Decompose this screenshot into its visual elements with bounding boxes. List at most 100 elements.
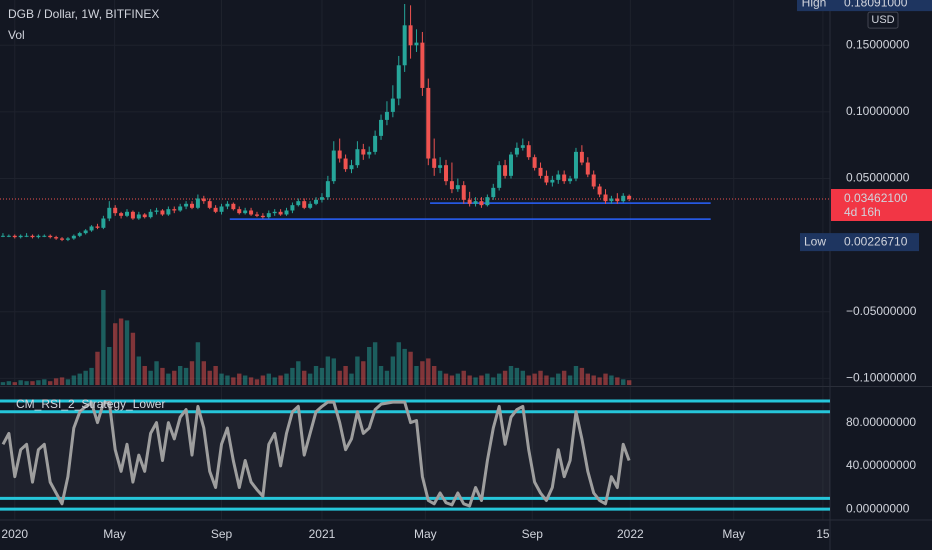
candle-body bbox=[467, 199, 472, 204]
candle-body bbox=[408, 25, 413, 46]
volume-bar bbox=[112, 323, 118, 385]
candle-body bbox=[65, 238, 70, 240]
candle-body bbox=[254, 214, 259, 216]
candle-body bbox=[349, 165, 354, 170]
volume-bar bbox=[361, 361, 366, 385]
volume-bar bbox=[83, 370, 88, 385]
volume-bar bbox=[502, 370, 508, 385]
candle-body bbox=[473, 201, 478, 204]
volume-bar bbox=[414, 366, 419, 385]
candle-body bbox=[314, 199, 319, 204]
low-label: Low bbox=[804, 234, 826, 248]
volume-bar bbox=[372, 342, 378, 385]
candle-body bbox=[207, 201, 212, 208]
volume-bar bbox=[48, 381, 53, 385]
candle-body bbox=[237, 209, 242, 214]
candle-body bbox=[284, 210, 289, 215]
low-value-badge bbox=[831, 233, 919, 252]
candle-body bbox=[420, 42, 425, 88]
volume-bar bbox=[544, 375, 549, 385]
volume-bar bbox=[520, 370, 526, 385]
volume-bar bbox=[95, 351, 100, 385]
volume-bar bbox=[142, 366, 147, 385]
volume-bar bbox=[420, 361, 425, 385]
candle-body bbox=[461, 185, 466, 200]
volume-bar bbox=[567, 375, 573, 385]
volume-bar bbox=[136, 356, 142, 385]
candle-body bbox=[113, 207, 118, 214]
candle-body bbox=[83, 230, 88, 234]
candle-body bbox=[520, 145, 525, 148]
y-tick-label: 80.00000000 bbox=[846, 415, 916, 429]
volume-bar bbox=[556, 373, 561, 385]
x-tick-label: 15 bbox=[816, 527, 830, 541]
volume-bar bbox=[266, 373, 271, 385]
candle-body bbox=[609, 198, 614, 202]
volume-bar bbox=[349, 373, 354, 385]
high-value-badge bbox=[831, 0, 932, 12]
candle-body bbox=[296, 201, 301, 206]
volume-bar bbox=[402, 348, 407, 385]
countdown: 4d 16h bbox=[844, 205, 881, 219]
candle-body bbox=[579, 151, 584, 163]
candle-body bbox=[302, 201, 307, 208]
candle-body bbox=[497, 165, 502, 188]
high-badge bbox=[797, 0, 831, 12]
candle-body bbox=[189, 203, 194, 208]
candle-body bbox=[390, 98, 395, 112]
volume-bar bbox=[609, 375, 614, 385]
volume-bar bbox=[65, 379, 71, 385]
volume-bar bbox=[237, 373, 242, 385]
candle-body bbox=[591, 174, 596, 187]
candle-body bbox=[585, 162, 590, 175]
volume-bar bbox=[148, 370, 153, 385]
candle-body bbox=[426, 87, 431, 159]
candle-body bbox=[160, 210, 165, 215]
volume-bar bbox=[496, 373, 502, 385]
volume-bar bbox=[479, 375, 484, 385]
volume-bar bbox=[260, 375, 266, 385]
volume-bar bbox=[538, 370, 543, 385]
candle-body bbox=[449, 181, 454, 190]
candle-body bbox=[42, 235, 47, 237]
volume-bar bbox=[302, 370, 307, 385]
volume-bar bbox=[213, 366, 218, 385]
volume-bar bbox=[296, 361, 301, 385]
volume-bar bbox=[177, 366, 183, 385]
high-value: 0.18091000 bbox=[844, 0, 908, 9]
volume-bar bbox=[231, 377, 236, 385]
volume-bar bbox=[431, 366, 437, 385]
volume-bar bbox=[461, 370, 466, 385]
candle-body bbox=[107, 207, 112, 219]
candle-body bbox=[18, 235, 23, 238]
volume-bar bbox=[307, 373, 313, 385]
candle-body bbox=[455, 185, 460, 190]
volume-bar bbox=[130, 332, 136, 385]
high-label: High bbox=[802, 0, 827, 9]
candle-body bbox=[24, 235, 29, 237]
candle-body bbox=[538, 167, 543, 176]
candle-body bbox=[54, 237, 59, 239]
candle-body bbox=[142, 214, 147, 218]
volume-bar bbox=[24, 381, 29, 385]
volume-bar bbox=[473, 377, 478, 385]
volume-bar bbox=[12, 382, 17, 385]
candle-body bbox=[249, 210, 254, 215]
volume-bar bbox=[467, 375, 472, 385]
volume-bar bbox=[124, 320, 130, 385]
volume-bar bbox=[585, 373, 590, 385]
volume-bar bbox=[101, 290, 106, 385]
volume-bar bbox=[408, 351, 413, 385]
volume-bar bbox=[195, 342, 201, 385]
candle-body bbox=[573, 151, 578, 179]
candle-body bbox=[201, 198, 206, 202]
volume-bar bbox=[597, 377, 602, 385]
x-tick-label: Sep bbox=[211, 527, 233, 541]
volume-bar bbox=[154, 361, 159, 385]
volume-bar bbox=[437, 370, 443, 385]
candle-body bbox=[337, 150, 342, 159]
volume-bar bbox=[278, 375, 283, 385]
candle-body bbox=[101, 218, 106, 228]
